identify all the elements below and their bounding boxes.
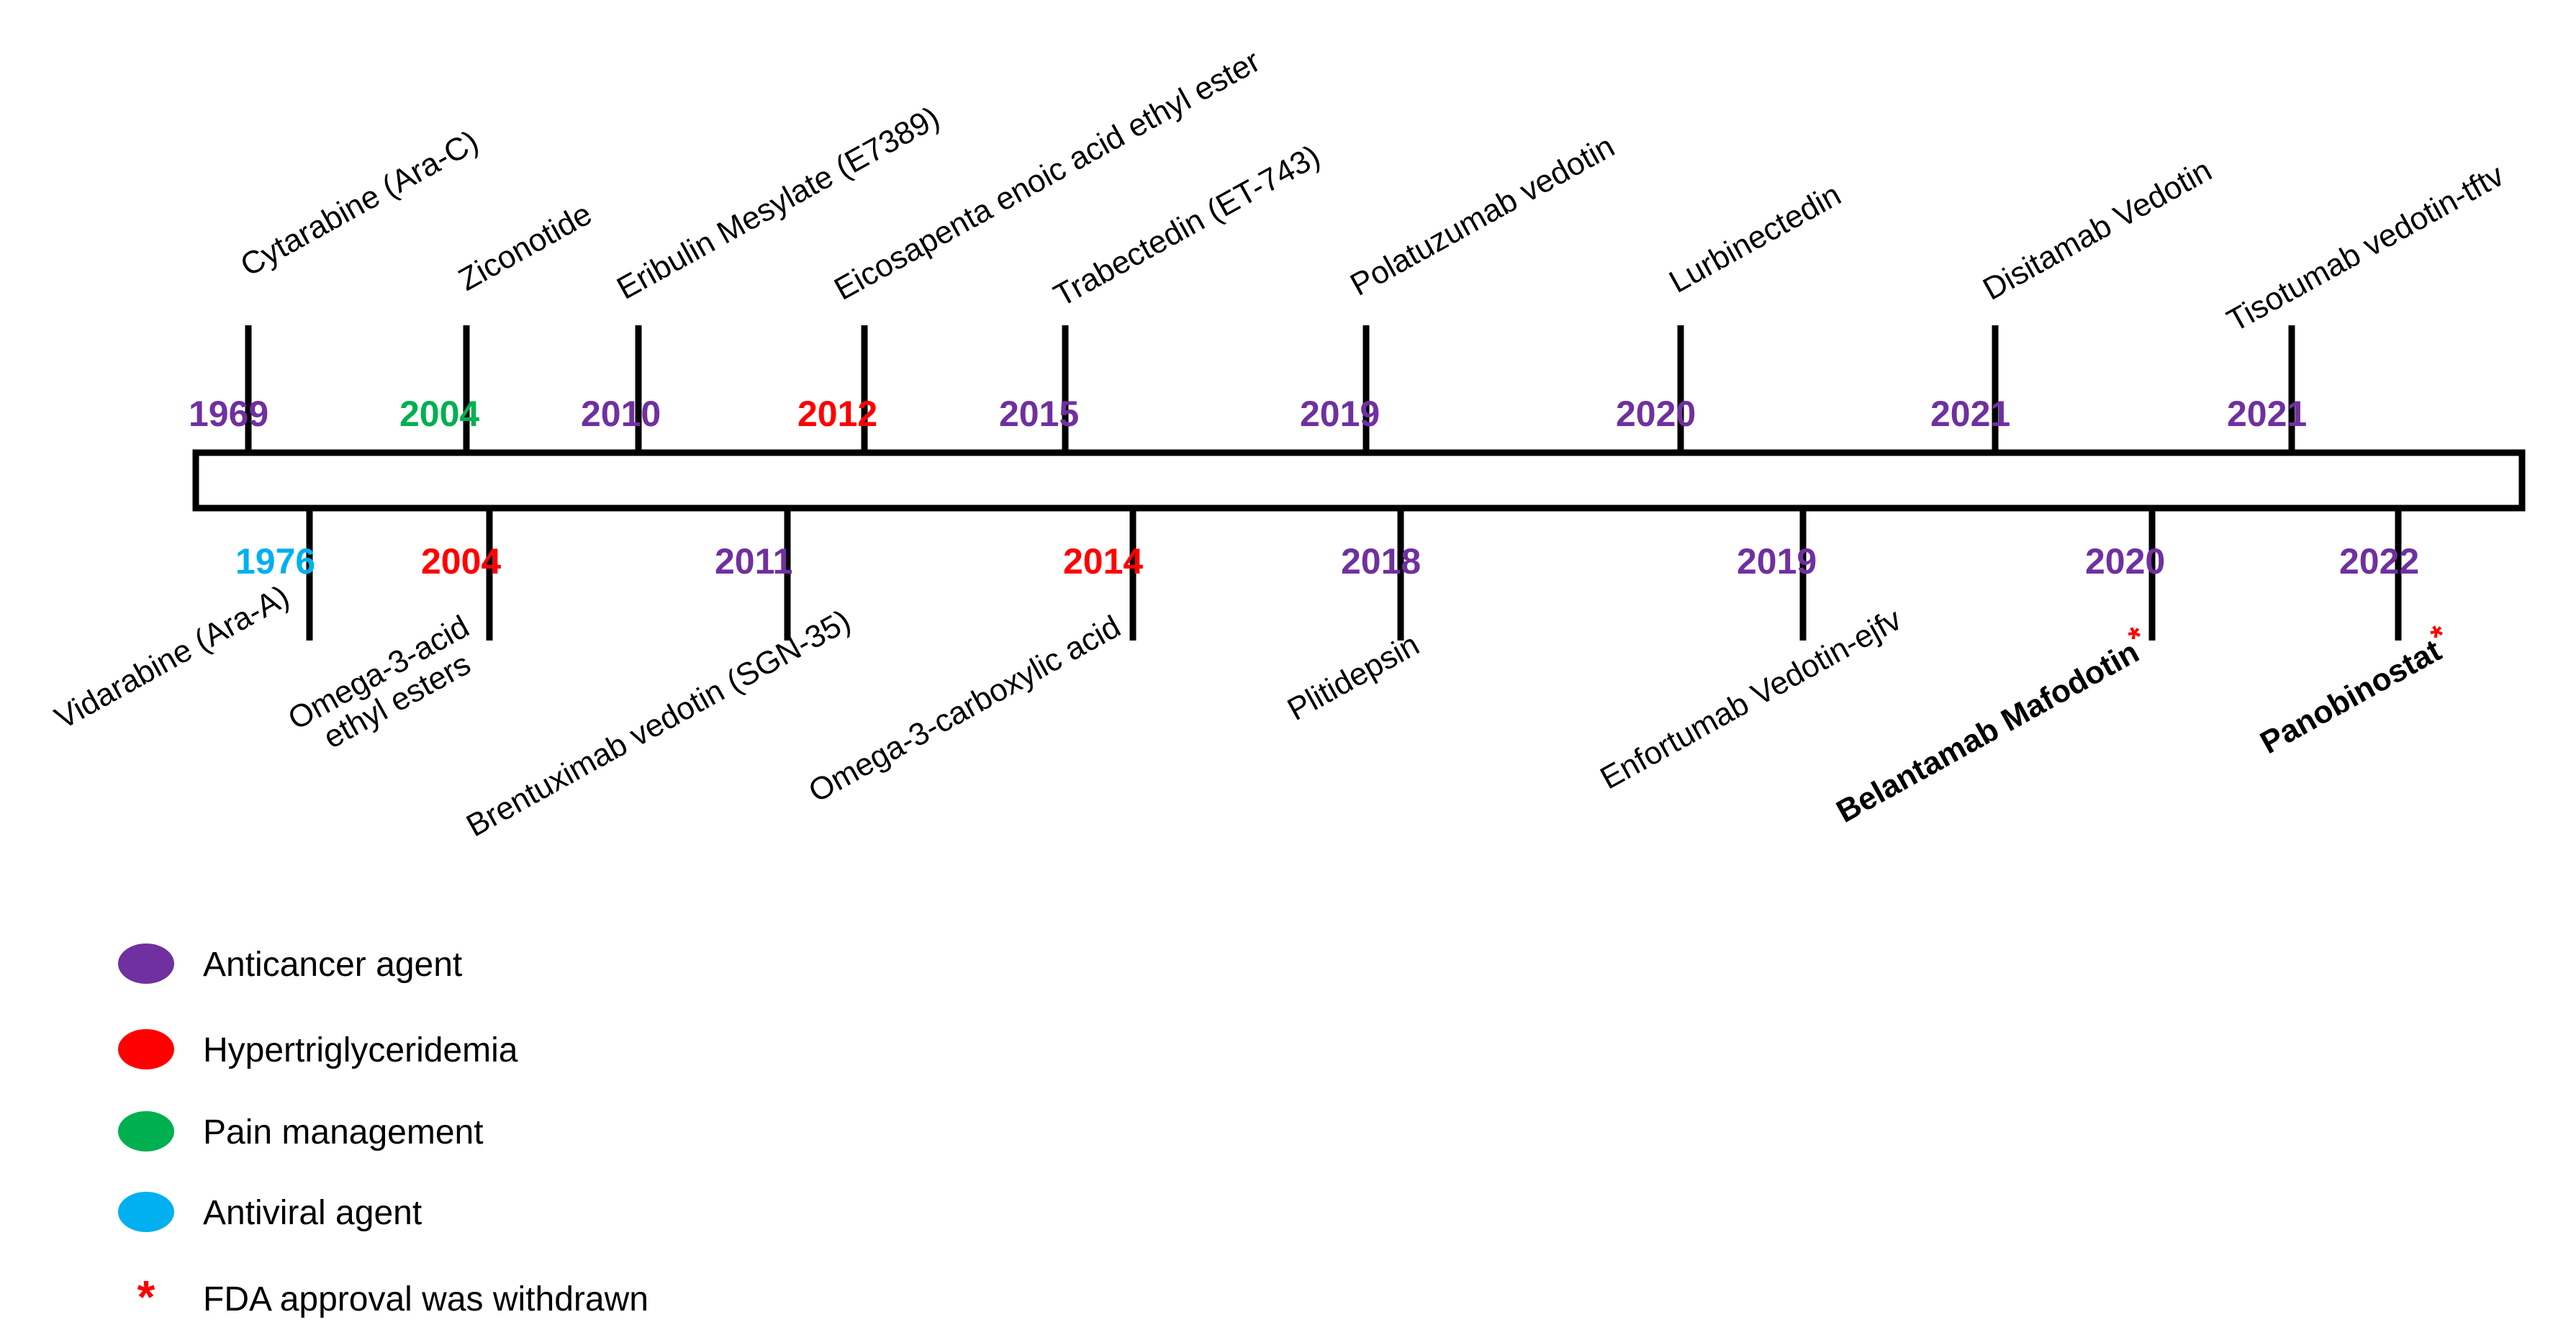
- drug-label: Plitidepsin: [1282, 627, 1425, 728]
- legend-swatch-icon: [118, 1111, 174, 1151]
- year-label: 2021: [2227, 394, 2307, 434]
- drug-label: Belantamab Mafodotin*: [1826, 619, 2156, 830]
- year-label: 2004: [399, 394, 479, 434]
- year-label: 1969: [189, 394, 268, 434]
- drug-label: Enfortumab Vedotin-ejfv: [1594, 602, 1907, 797]
- legend-label: FDA approval was withdrawn: [203, 1280, 648, 1318]
- drug-label: Tisotumab vedotin-tftv: [2221, 158, 2510, 339]
- asterisk-icon: *: [137, 1271, 155, 1323]
- drug-label: Disitamab Vedotin: [1977, 153, 2218, 307]
- year-label: 2004: [421, 541, 501, 581]
- legend-label: Anticancer agent: [203, 946, 462, 984]
- drug-label: Polatuzumab vedotin: [1345, 129, 1620, 303]
- year-label: 2011: [715, 541, 792, 581]
- year-label: 2020: [2085, 541, 2165, 581]
- legend-swatch-icon: [118, 1029, 174, 1069]
- legend-swatch-icon: [118, 1192, 174, 1232]
- year-label: 2018: [1341, 541, 1421, 581]
- legend-label: Hypertriglyceridemia: [203, 1031, 518, 1069]
- drug-label: Cytarabine (Ara-C): [235, 124, 484, 284]
- year-label: 2022: [2339, 541, 2419, 581]
- year-label: 2015: [999, 394, 1079, 434]
- drug-label: Vidarabine (Ara-A): [49, 579, 295, 736]
- legend-label: Pain management: [203, 1113, 484, 1151]
- legend-label: Antiviral agent: [203, 1194, 422, 1232]
- year-label: 1976: [235, 541, 315, 581]
- drug-label: Omega-3-carboxylic acid: [803, 609, 1126, 810]
- drug-label: Ziconotide: [453, 196, 597, 297]
- drug-label: Panobinostat*: [2250, 617, 2459, 761]
- timeline-bar: [192, 449, 2526, 512]
- year-label: 2012: [797, 394, 877, 434]
- legend-swatch-icon: [118, 943, 174, 984]
- year-label: 2020: [1616, 394, 1696, 434]
- drug-label: Eicosapenta enoic acid ethyl ester: [828, 43, 1266, 307]
- year-label: 2019: [1737, 541, 1817, 581]
- year-label: 2010: [581, 394, 661, 434]
- year-label: 2014: [1063, 541, 1143, 581]
- year-label: 2019: [1300, 394, 1380, 434]
- drug-label: Brentuximab vedotin (SGN-35): [461, 603, 857, 844]
- drug-label: Lurbinectedin: [1663, 177, 1847, 300]
- year-label: 2021: [1930, 394, 2010, 434]
